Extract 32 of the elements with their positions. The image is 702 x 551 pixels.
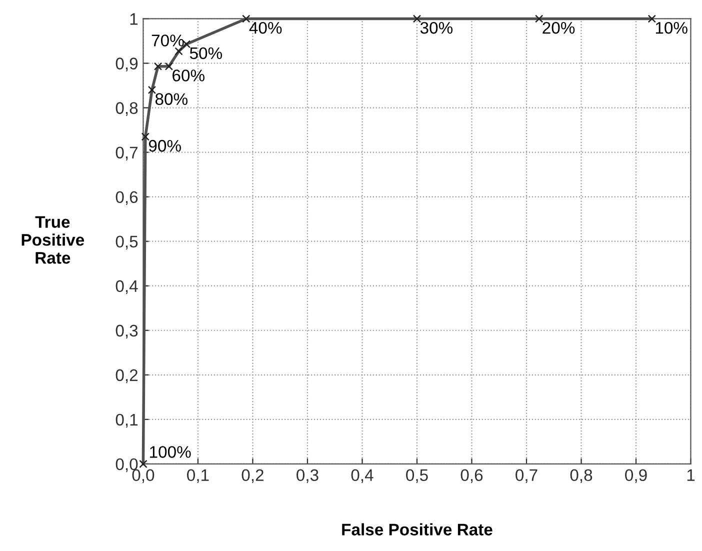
annotation: 30% xyxy=(420,22,453,34)
annotation: 40% xyxy=(249,22,282,34)
x-tick-label: 0,1 xyxy=(187,469,209,484)
x-tick-label: 0,8 xyxy=(570,469,592,484)
y-tick-label: 0,2 xyxy=(116,369,138,384)
y-tick-label: 0,5 xyxy=(116,236,138,250)
annotation: 70% xyxy=(152,34,184,46)
y-tick-label: 0,9 xyxy=(116,58,138,72)
y-tick-label: 0,4 xyxy=(116,280,138,294)
x-tick-label: 0,5 xyxy=(406,469,428,484)
x-tick-label: 0,4 xyxy=(351,469,374,484)
y-axis-title: True Positive Rate xyxy=(22,216,84,264)
x-axis-title: False Positive Rate xyxy=(342,523,492,536)
x-tick-label: 0,2 xyxy=(242,469,264,484)
y-tick-label: 0,8 xyxy=(116,102,138,116)
x-tick-label: 1 xyxy=(687,469,695,481)
annotation: 10% xyxy=(656,22,688,34)
annotation: 90% xyxy=(148,140,181,152)
y-tick-label: 0,6 xyxy=(116,191,138,205)
x-tick-label: 0,3 xyxy=(296,469,318,484)
annotation: 80% xyxy=(155,93,188,105)
annotation: 50% xyxy=(190,47,222,60)
y-tick-label: 0,3 xyxy=(116,324,138,339)
x-tick-label: 0,7 xyxy=(516,469,538,484)
annotation: 20% xyxy=(542,22,575,34)
annotation: 60% xyxy=(172,70,204,82)
y-tick-label: 0,1 xyxy=(116,414,138,428)
x-tick-label: 0,6 xyxy=(460,469,483,484)
y-tick-label: 1 xyxy=(130,13,138,25)
x-tick-label: 0,9 xyxy=(625,469,647,484)
y-tick-label: 0,7 xyxy=(116,146,138,160)
annotation: 100% xyxy=(150,446,191,458)
